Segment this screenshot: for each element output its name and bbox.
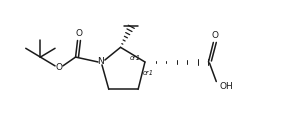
Text: or1: or1 [143,70,154,76]
Text: O: O [212,31,219,40]
Text: N: N [98,57,104,66]
Text: or1: or1 [129,55,140,61]
Text: O: O [55,63,62,72]
Text: O: O [76,29,83,38]
Text: OH: OH [219,82,233,91]
